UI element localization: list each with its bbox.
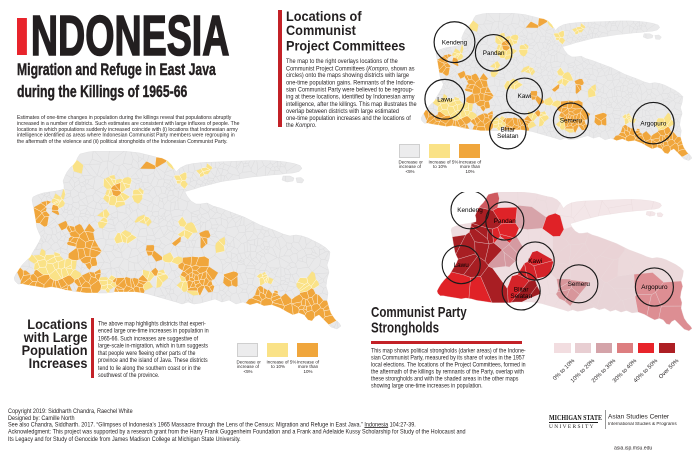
svg-text:Pandan: Pandan: [483, 50, 505, 57]
svg-text:Selatan: Selatan: [510, 293, 532, 300]
svg-text:Kawi: Kawi: [518, 93, 532, 100]
svg-text:Pandan: Pandan: [494, 218, 516, 225]
svg-text:Lawu: Lawu: [437, 96, 453, 103]
svg-text:Kendeng: Kendeng: [442, 39, 468, 46]
svg-text:Semeru: Semeru: [568, 281, 591, 288]
svg-text:Lawu: Lawu: [454, 262, 470, 269]
svg-text:Kendeng: Kendeng: [457, 207, 483, 214]
svg-text:Kawi: Kawi: [528, 258, 542, 265]
svg-text:Argopuro: Argopuro: [641, 284, 668, 291]
svg-text:Blitar: Blitar: [501, 126, 515, 133]
svg-text:Argopuro: Argopuro: [640, 120, 666, 127]
svg-text:Blitar: Blitar: [514, 287, 529, 294]
svg-text:Selatan: Selatan: [497, 132, 519, 139]
svg-text:Semeru: Semeru: [560, 117, 583, 124]
